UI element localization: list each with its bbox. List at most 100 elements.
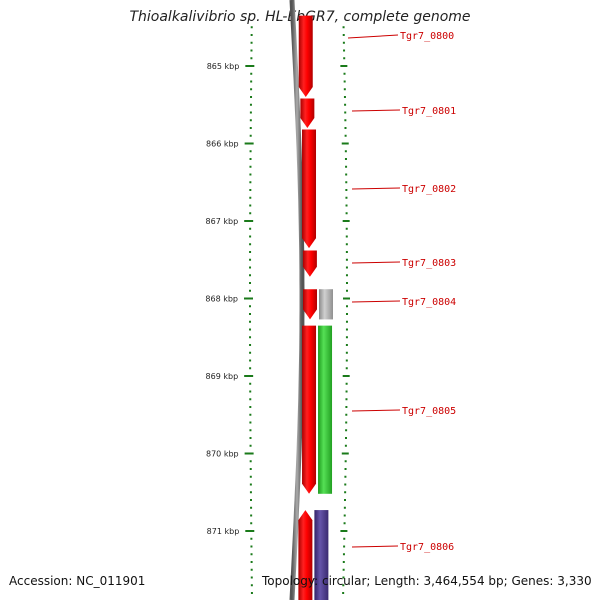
minor-tick <box>345 390 348 393</box>
minor-tick <box>345 251 348 253</box>
minor-tick <box>343 57 346 60</box>
gene-arrow-tgr7_0804 <box>302 289 317 320</box>
ruler-ticks: 865 kbp 866 kbp 867 kbp 868 kbp 869 kbp 870 k… <box>205 26 350 594</box>
minor-tick <box>343 88 346 91</box>
minor-tick <box>345 165 348 168</box>
minor-tick <box>344 111 347 114</box>
minor-tick <box>249 367 252 370</box>
minor-tick <box>250 506 253 509</box>
gene-arrow-tgr7_0803 <box>302 250 317 277</box>
minor-tick <box>250 499 252 501</box>
minor-tick <box>249 483 252 486</box>
minor-tick <box>250 561 253 563</box>
minor-tick <box>342 584 345 587</box>
minor-tick <box>345 204 348 207</box>
minor-tick <box>345 320 348 323</box>
minor-tick <box>345 173 348 176</box>
minor-tick <box>249 406 252 408</box>
minor-tick <box>345 367 348 370</box>
minor-tick <box>249 119 252 122</box>
gene-arrow-tgr7_0806 <box>298 510 313 600</box>
minor-tick <box>345 351 348 354</box>
minor-tick <box>249 460 252 463</box>
minor-tick <box>249 181 252 184</box>
minor-tick <box>249 111 252 114</box>
minor-tick <box>344 475 347 478</box>
gene-track <box>298 15 317 600</box>
minor-tick <box>249 359 252 362</box>
minor-tick <box>345 437 348 439</box>
minor-tick <box>249 266 252 269</box>
minor-tick <box>345 305 348 308</box>
cog-bar-tgr7_0804 <box>318 289 333 320</box>
minor-tick <box>345 243 348 246</box>
minor-tick <box>250 96 253 98</box>
minor-tick <box>342 26 345 29</box>
minor-tick <box>345 266 348 269</box>
minor-tick <box>345 181 348 184</box>
minor-tick <box>250 553 253 556</box>
minor-tick <box>344 127 347 129</box>
kbp-label: 871 kbp <box>207 527 240 536</box>
label-leader <box>347 34 399 39</box>
minor-tick <box>342 592 345 594</box>
minor-tick <box>343 96 346 98</box>
gene-arrow-tgr7_0802 <box>302 129 317 249</box>
minor-tick <box>343 80 346 83</box>
minor-tick <box>342 553 345 556</box>
minor-tick <box>343 537 346 540</box>
gene-label-tgr7_0800: Tgr7_0800 <box>400 31 454 42</box>
minor-tick <box>249 150 252 153</box>
gene-label-tgr7_0801: Tgr7_0801 <box>402 106 456 117</box>
minor-tick <box>345 212 348 215</box>
minor-tick <box>250 514 253 517</box>
minor-tick <box>249 134 252 137</box>
minor-tick <box>249 444 252 447</box>
cog-bar-tgr7_0805 <box>318 325 333 494</box>
minor-tick <box>343 72 346 75</box>
minor-tick <box>249 475 252 478</box>
minor-tick <box>250 57 253 60</box>
minor-tick <box>345 382 348 385</box>
minor-tick <box>249 289 252 292</box>
minor-tick <box>345 258 348 261</box>
minor-tick <box>345 398 348 401</box>
minor-tick <box>345 359 348 362</box>
minor-tick <box>249 382 252 385</box>
gene-label-tgr7_0805: Tgr7_0805 <box>402 406 456 417</box>
minor-tick <box>344 158 347 160</box>
label-leader <box>351 187 401 190</box>
minor-tick <box>342 34 345 36</box>
gene-label-tgr7_0804: Tgr7_0804 <box>402 297 456 308</box>
kbp-label: 868 kbp <box>205 295 238 304</box>
minor-tick <box>342 568 345 571</box>
minor-tick <box>249 429 252 432</box>
minor-tick <box>249 189 252 191</box>
minor-tick <box>343 545 346 548</box>
minor-tick <box>344 134 347 137</box>
kbp-label: 866 kbp <box>206 140 239 149</box>
minor-tick <box>345 235 348 238</box>
minor-tick <box>345 413 348 416</box>
gene-label-tgr7_0806: Tgr7_0806 <box>400 542 454 553</box>
minor-tick <box>343 49 346 52</box>
minor-tick <box>249 204 252 207</box>
kbp-label: 869 kbp <box>206 372 239 381</box>
minor-tick <box>249 196 252 199</box>
minor-tick <box>344 499 346 501</box>
minor-tick <box>345 336 348 339</box>
minor-tick <box>250 34 253 36</box>
minor-tick <box>250 26 253 29</box>
minor-tick <box>344 119 347 122</box>
kbp-label: 870 kbp <box>206 450 239 459</box>
gene-labels: Tgr7_0800 Tgr7_0801 Tgr7_0802 Tgr7_0803 Tgr7… <box>347 31 456 553</box>
minor-tick <box>250 592 253 594</box>
minor-tick <box>345 406 348 408</box>
kbp-label: 865 kbp <box>207 62 240 71</box>
backbone-line <box>289 0 305 600</box>
minor-tick <box>344 444 347 447</box>
minor-tick <box>345 189 348 191</box>
minor-tick <box>249 344 252 346</box>
label-leader <box>351 109 401 112</box>
kbp-label: 867 kbp <box>206 217 239 226</box>
